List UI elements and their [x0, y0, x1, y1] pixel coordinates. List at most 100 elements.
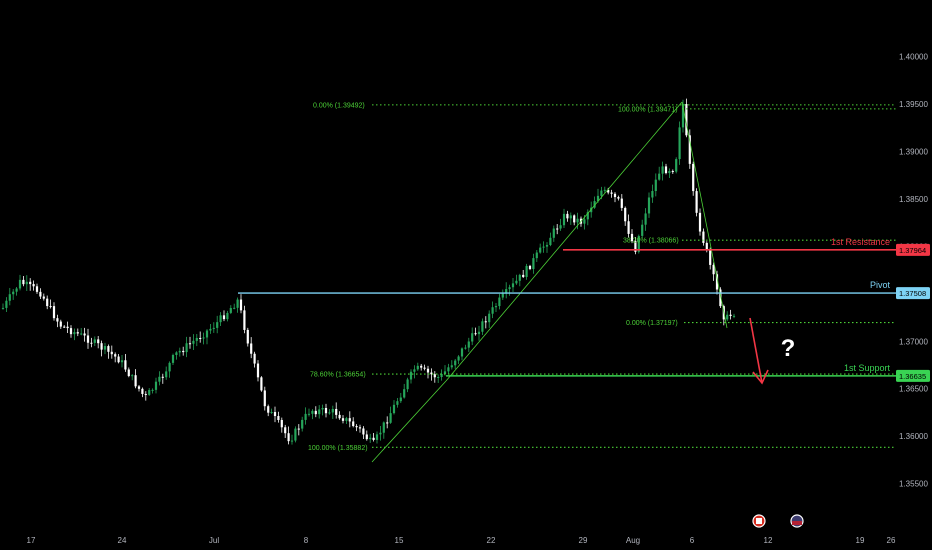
- resistance-price-badge: [896, 243, 930, 256]
- candle-body: [12, 291, 15, 295]
- candle-body: [369, 437, 372, 440]
- candle-body: [202, 337, 205, 339]
- candle-body: [250, 343, 253, 354]
- candle-body: [212, 327, 215, 329]
- candle-body: [59, 321, 62, 327]
- candle-body: [260, 377, 263, 391]
- candle-body: [110, 351, 113, 355]
- candle-body: [100, 343, 103, 350]
- candle-body: [668, 171, 671, 174]
- candle-body: [477, 331, 481, 335]
- fib-level-label: 100.00% (1.35882): [308, 445, 368, 452]
- candle-body: [318, 409, 321, 415]
- candle-body: [63, 326, 66, 328]
- y-tick-label: 1.37000: [899, 337, 928, 346]
- candles-group: [1, 98, 736, 445]
- candle-body: [715, 274, 719, 290]
- candle-body: [222, 315, 226, 320]
- x-tick-label: 8: [304, 536, 309, 545]
- candle-body: [457, 356, 460, 361]
- candle-body: [375, 434, 379, 440]
- y-tick-label: 1.36000: [899, 432, 928, 441]
- candle-body: [243, 310, 246, 330]
- candle-body: [535, 252, 538, 259]
- candle-body: [525, 265, 528, 277]
- candle-body: [226, 312, 229, 320]
- resistance-price-badge-text: 1.37964: [899, 246, 926, 255]
- candle-body: [273, 412, 277, 417]
- y-tick-label: 1.35500: [899, 480, 928, 489]
- candle-body: [562, 213, 566, 226]
- forecast-arrowhead: [752, 369, 769, 385]
- y-tick-label: 1.36500: [899, 385, 928, 394]
- candle-body: [392, 404, 396, 414]
- candle-body: [117, 356, 120, 363]
- candle-body: [307, 413, 311, 415]
- candle-body: [726, 314, 729, 320]
- candle-body: [484, 321, 487, 323]
- candle-body: [314, 410, 317, 415]
- candle-body: [358, 427, 362, 429]
- candle-body: [698, 212, 702, 232]
- candle-body: [52, 306, 56, 319]
- us-flag-icon-stripes: [792, 521, 802, 525]
- candle-body: [328, 412, 331, 414]
- candle-body: [552, 228, 555, 238]
- candle-body: [301, 419, 304, 429]
- candle-body: [42, 296, 45, 299]
- candle-body: [566, 213, 569, 219]
- fib-level-label: 38.20% (1.38066): [623, 238, 679, 245]
- forecast-arrow: [749, 317, 763, 384]
- candle-body: [297, 428, 300, 430]
- x-tick-label: 15: [395, 536, 404, 545]
- candle-body: [25, 281, 28, 285]
- fib-trend-line: [445, 101, 683, 382]
- y-tick-label: 1.38500: [899, 195, 928, 204]
- candle-body: [705, 242, 708, 251]
- candle-body: [355, 426, 358, 428]
- candle-body: [488, 313, 491, 323]
- fib-trend-line: [371, 380, 447, 463]
- candle-body: [474, 333, 477, 335]
- candle-body: [454, 360, 457, 366]
- candle-body: [294, 428, 297, 441]
- candle-body: [433, 374, 436, 378]
- candle-body: [692, 163, 695, 192]
- candle-body: [97, 339, 100, 344]
- candle-body: [114, 354, 117, 357]
- candle-body: [290, 440, 294, 442]
- candle-body: [239, 299, 243, 311]
- candle-body: [430, 372, 433, 375]
- candle-body: [532, 258, 535, 270]
- candle-body: [471, 333, 474, 342]
- candle-body: [491, 307, 494, 314]
- candle-body: [617, 197, 620, 199]
- candle-body: [464, 347, 467, 349]
- candle-body: [647, 197, 651, 214]
- candle-body: [158, 376, 161, 382]
- candle-body: [399, 397, 402, 402]
- candle-body: [22, 279, 25, 285]
- candle-body: [729, 314, 732, 316]
- support-price-badge: [896, 369, 930, 382]
- candle-body: [719, 289, 722, 307]
- candle-body: [86, 335, 90, 343]
- x-axis: 17 24 Jul 8 15 22 29 Aug 6 12 19 26: [27, 536, 896, 545]
- candle-body: [311, 410, 314, 414]
- candle-body: [141, 388, 144, 394]
- candle-body: [15, 288, 18, 292]
- event-icons[interactable]: [752, 514, 804, 528]
- candle-body: [304, 413, 307, 420]
- candle-body: [352, 421, 355, 427]
- candle-body: [681, 104, 685, 128]
- candle-body: [66, 326, 69, 329]
- candle-body: [280, 419, 283, 428]
- candle-body: [219, 315, 222, 323]
- fib-level-label: 78.60% (1.36654): [310, 372, 366, 379]
- candle-body: [413, 369, 416, 372]
- candle-body: [593, 201, 596, 208]
- candle-body: [498, 297, 501, 307]
- candle-body: [685, 104, 688, 136]
- candle-body: [205, 330, 209, 338]
